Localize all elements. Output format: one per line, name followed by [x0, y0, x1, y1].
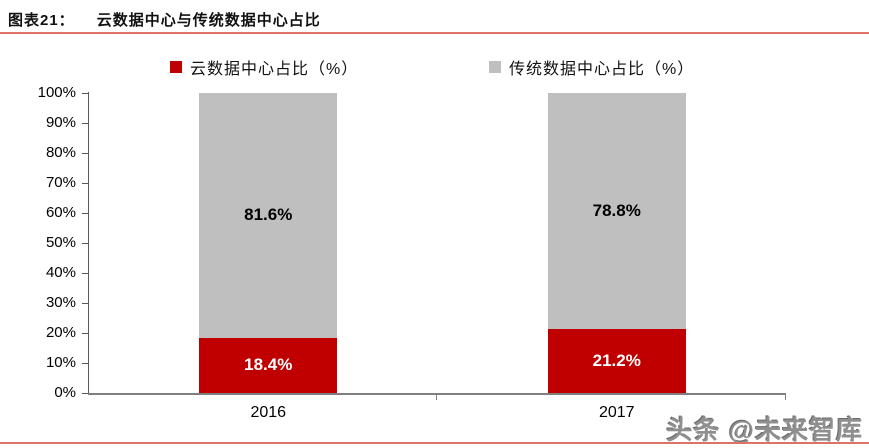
y-axis-tick [82, 212, 88, 214]
x-axis-tick [436, 393, 437, 400]
y-axis-tick [82, 392, 88, 394]
legend: 云数据中心占比（%） 传统数据中心占比（%） [0, 55, 869, 79]
legend-item-traditional: 传统数据中心占比（%） [489, 55, 694, 79]
y-axis-tick-label: 0% [54, 384, 76, 401]
y-axis-tick [82, 362, 88, 364]
legend-label-traditional: 传统数据中心占比（%） [509, 61, 695, 78]
bar-segment-2016: 18.4% [199, 337, 338, 393]
y-axis-tick [82, 302, 88, 304]
y-axis-tick-label: 10% [45, 354, 76, 371]
y-axis-tick [82, 272, 88, 274]
y-axis-tick [82, 92, 88, 94]
y-axis-tick-label: 20% [45, 324, 76, 341]
legend-swatch-cloud-icon [170, 61, 182, 73]
y-axis-line [88, 92, 89, 395]
chart-header: 图表21： 云数据中心与传统数据中心占比 [8, 9, 321, 30]
x-axis-tick [784, 393, 786, 400]
y-axis-tick [82, 122, 88, 124]
bar-segment-2017: 78.8% [547, 93, 686, 330]
y-axis-tick-label: 40% [45, 264, 76, 281]
y-axis-tick-label: 90% [45, 114, 76, 131]
y-axis-tick [82, 152, 88, 154]
y-axis-tick-label: 30% [45, 294, 76, 311]
bottom-divider-line [0, 442, 869, 444]
y-axis-tick-label: 80% [45, 144, 76, 161]
y-axis-tick [82, 182, 88, 184]
legend-swatch-traditional-icon [489, 61, 501, 73]
legend-item-cloud: 云数据中心占比（%） [170, 55, 358, 79]
y-axis-tick-label: 50% [45, 234, 76, 251]
x-axis-category-label: 2017 [598, 404, 635, 421]
y-axis-tick-label: 100% [37, 84, 76, 101]
y-axis-tick [82, 332, 88, 334]
x-axis-category-label: 2016 [250, 404, 287, 421]
bar-segment-2017: 21.2% [547, 329, 686, 393]
bar-segment-2016: 81.6% [199, 93, 338, 338]
y-axis-tick-label: 60% [45, 204, 76, 221]
chart-number-label: 图表21： [8, 12, 75, 29]
watermark: 头条 @未来智库 [666, 415, 863, 445]
y-axis-tick-label: 70% [45, 174, 76, 191]
x-axis-line [88, 393, 786, 395]
y-axis-tick [82, 242, 88, 244]
title-divider-line [0, 32, 869, 34]
legend-label-cloud: 云数据中心占比（%） [190, 61, 359, 78]
chart-title: 云数据中心与传统数据中心占比 [96, 12, 321, 29]
